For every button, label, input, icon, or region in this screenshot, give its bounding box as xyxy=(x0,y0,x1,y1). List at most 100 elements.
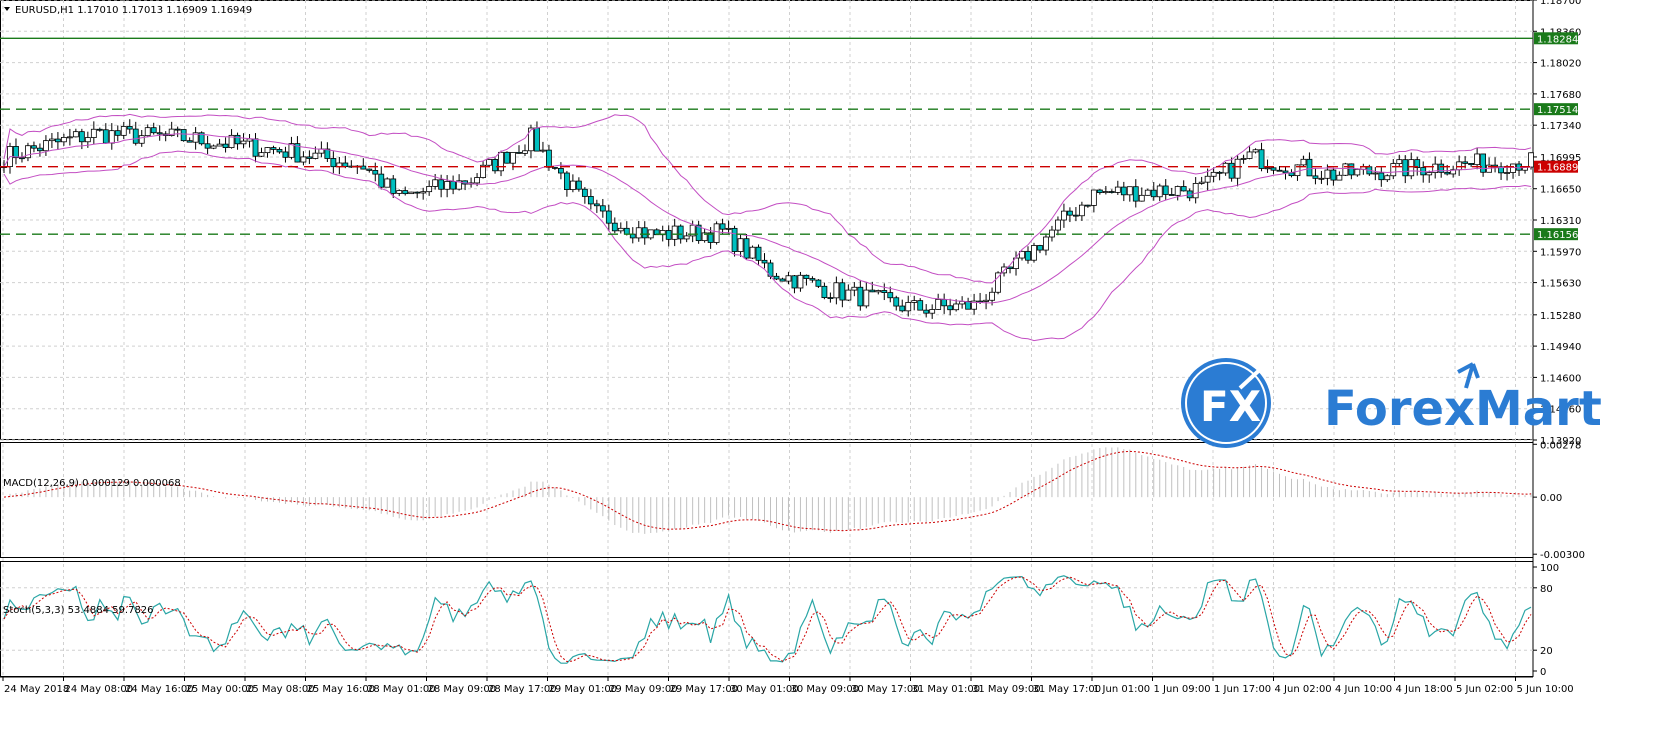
candle xyxy=(1258,149,1265,169)
candle xyxy=(546,149,552,168)
candle xyxy=(1025,250,1031,261)
candle xyxy=(294,143,301,163)
candle xyxy=(569,180,576,190)
candle xyxy=(617,227,624,232)
price-level-tag xyxy=(1534,228,1578,241)
candle xyxy=(1192,183,1199,199)
time-tick-label: 30 May 01:00 xyxy=(730,684,799,695)
candle xyxy=(815,279,822,287)
forexmart-logo: FX ForexMart xyxy=(1181,358,1602,448)
price-level-tag xyxy=(1534,32,1578,45)
time-tick-label: 25 May 16:00 xyxy=(307,684,376,695)
candle xyxy=(228,134,235,148)
time-tick-label: 5 Jun 10:00 xyxy=(1517,684,1574,695)
candle xyxy=(558,168,564,174)
macd-signal-line xyxy=(3,450,1532,532)
candle xyxy=(312,152,319,159)
candle xyxy=(635,227,642,239)
dropdown-triangle-icon[interactable] xyxy=(4,7,10,11)
candle xyxy=(1342,163,1349,176)
candle xyxy=(396,190,403,194)
candle xyxy=(935,299,942,310)
candle xyxy=(37,147,43,152)
candle xyxy=(995,272,1001,293)
candle xyxy=(456,180,463,190)
candle xyxy=(510,151,516,164)
candle xyxy=(486,159,492,166)
candle xyxy=(49,138,55,142)
price-tick-label: 1.15970 xyxy=(1540,247,1581,258)
logo-brand-arrow-icon xyxy=(1457,362,1480,389)
candle xyxy=(25,145,31,159)
candle xyxy=(150,127,157,134)
stochastic-pane[interactable] xyxy=(3,575,1532,664)
time-tick-label: 5 Jun 02:00 xyxy=(1456,684,1513,695)
macd-pane[interactable] xyxy=(3,447,1532,534)
candle xyxy=(252,138,259,157)
candle xyxy=(1061,210,1067,221)
candle xyxy=(438,179,445,190)
candle xyxy=(1282,170,1289,174)
candle xyxy=(168,128,175,136)
candle xyxy=(1222,162,1229,174)
candle xyxy=(480,164,486,178)
candle xyxy=(1348,163,1355,176)
candle xyxy=(1390,163,1397,177)
candle xyxy=(989,291,995,301)
candle xyxy=(1264,167,1271,170)
candle xyxy=(1276,169,1283,172)
time-tick-label: 31 May 17:00 xyxy=(1033,684,1102,695)
main-chart-pane[interactable] xyxy=(0,37,1534,342)
candle xyxy=(186,140,193,143)
candle xyxy=(366,168,373,171)
candle xyxy=(19,157,25,160)
candle xyxy=(1043,236,1049,251)
candle xyxy=(1126,186,1133,196)
candle xyxy=(599,205,606,212)
candle xyxy=(1073,214,1079,217)
candle xyxy=(450,181,457,190)
candle xyxy=(504,151,510,164)
time-tick-label: 24 May 16:00 xyxy=(125,684,194,695)
candle xyxy=(581,188,588,197)
candle xyxy=(1144,189,1151,196)
candle xyxy=(665,230,672,240)
candle xyxy=(1180,186,1187,192)
candle xyxy=(959,301,966,305)
bb-lower-band xyxy=(3,150,1532,342)
candle xyxy=(911,300,918,303)
candle xyxy=(971,300,978,310)
candle xyxy=(1378,172,1385,181)
candle xyxy=(390,178,397,194)
candle xyxy=(1330,169,1337,181)
logo-arrow-icon xyxy=(1238,362,1268,390)
candle xyxy=(498,151,504,172)
time-tick-label: 4 Jun 10:00 xyxy=(1335,684,1392,695)
logo-mark: FX xyxy=(1200,382,1261,431)
candle xyxy=(1174,186,1181,196)
candle xyxy=(803,274,810,279)
candle xyxy=(1138,194,1145,202)
candle xyxy=(761,259,768,264)
candle xyxy=(947,305,954,311)
candle xyxy=(1156,185,1163,198)
candle xyxy=(156,132,163,135)
candle xyxy=(1432,163,1439,173)
candle xyxy=(474,177,480,184)
candle xyxy=(737,238,744,252)
price-level-tag xyxy=(1534,160,1578,173)
stoch-signal-line xyxy=(3,576,1532,663)
candle xyxy=(378,173,385,188)
price-tick-label: 1.18700 xyxy=(1540,0,1581,7)
candle xyxy=(360,165,367,170)
candle xyxy=(426,186,433,193)
candle xyxy=(977,300,983,303)
candle xyxy=(1402,159,1409,177)
candle xyxy=(1306,158,1313,177)
candle xyxy=(1354,168,1361,176)
candle xyxy=(222,143,229,148)
candle xyxy=(300,156,307,163)
candle xyxy=(1336,174,1343,181)
candle xyxy=(96,128,103,131)
